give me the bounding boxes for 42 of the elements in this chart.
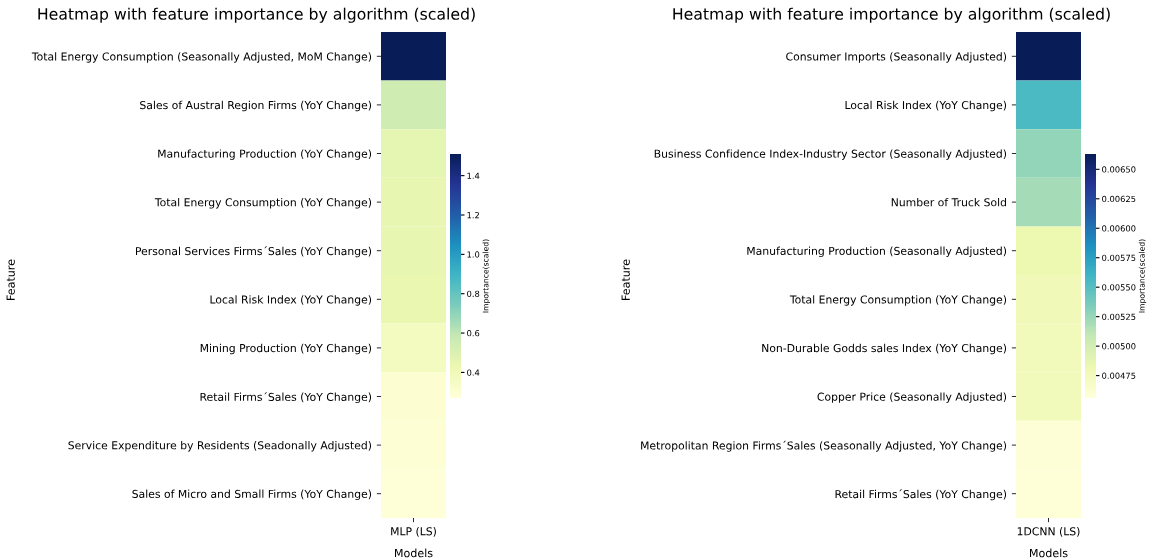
y-tick-label: Number of Truck Sold (891, 197, 1006, 207)
y-tick-label: Mining Production (YoY Change) (200, 343, 372, 355)
y-tick-label: Sales of Micro and Small Firms (YoY Change) (132, 489, 372, 501)
y-tick-label: Total Energy Consumption (Seasonally Adjusted, MoM Change) (31, 52, 372, 63)
y-axis-title: Feature (6, 259, 15, 300)
y-tick-label: Manufacturing Production (YoY Change) (158, 149, 372, 160)
color-bar-label: 0.6 (467, 330, 480, 337)
chart-title: Heatmap with feature importance by algorithm (scaled) (673, 7, 1110, 23)
y-tick-label: Retail Firms´Sales (YoY Change) (835, 489, 1007, 501)
x-tick-label: 1DCNN (LS) (1017, 527, 1080, 537)
color-bar-label: 0.00500 (1102, 343, 1136, 350)
y-tick-label: Local Risk Index (YoY Change) (845, 100, 1007, 112)
chart-title: Heatmap with feature importance by algorithm (scaled) (38, 7, 475, 23)
color-bar-label: 0.8 (467, 290, 480, 297)
y-tick-label: Service Expenditure by Residents (Seadonally Adjusted) (68, 440, 372, 452)
x-axis-title: Models (1030, 548, 1068, 558)
y-tick-label: Business Confidence Index-Industry Sector (Seasonally Adjusted) (654, 149, 1007, 160)
color-bar-label: 1.4 (467, 172, 480, 179)
color-bar-label: 0.00600 (1102, 225, 1136, 232)
color-bar-label: 0.00650 (1102, 166, 1136, 173)
y-tick-label: Personal Services Firms´Sales (YoY Change) (136, 246, 372, 258)
y-tick-label: Consumer Imports (Seasonally Adjusted) (786, 52, 1007, 63)
color-bar-label: 0.00575 (1102, 254, 1136, 262)
y-tick-label: Retail Firms´Sales (YoY Change) (200, 392, 372, 404)
y-tick-label: Total Energy Consumption (YoY Change) (789, 295, 1007, 306)
color-bar-label: 0.00550 (1102, 284, 1136, 291)
y-axis-title: Feature (621, 259, 630, 300)
color-bar-label: 0.00625 (1102, 195, 1136, 203)
y-tick-label: Local Risk Index (YoY Change) (210, 295, 372, 306)
color-bar-label: 0.4 (467, 369, 480, 376)
x-axis-title: Models (395, 548, 433, 558)
y-tick-label: Non-Durable Godds sales Index (YoY Change) (762, 343, 1007, 355)
y-tick-label: Copper Price (Seasonally Adjusted) (817, 392, 1007, 403)
x-tick-label: MLP (LS) (391, 527, 436, 537)
color-bar-label: 0.00475 (1102, 372, 1136, 379)
color-bar-label: 0.00525 (1102, 313, 1136, 320)
y-tick-label: Manufacturing Production (Seasonally Adjusted) (747, 246, 1007, 258)
color-bar-label: 1.0 (467, 251, 480, 258)
y-tick-label: Metropolitan Region Firms´Sales (Seasonally Adjusted, YoY Change) (641, 440, 1007, 452)
color-bar-label: 1.2 (467, 211, 479, 219)
y-tick-label: Total Energy Consumption (YoY Change) (154, 197, 372, 209)
y-tick-label: Sales of Austral Region Firms (YoY Change) (140, 100, 372, 112)
